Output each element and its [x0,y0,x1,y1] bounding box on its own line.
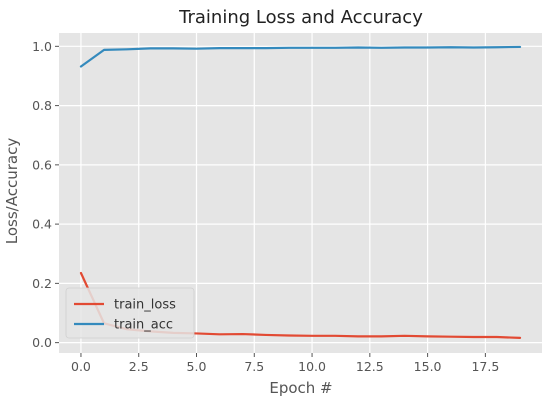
chart-title: Training Loss and Accuracy [178,7,423,28]
y-axis-label: Loss/Accuracy [3,138,21,245]
x-tick-label: 0.0 [71,359,91,374]
x-tick-label: 15.0 [414,359,442,374]
y-tick-label: 0.2 [32,276,52,291]
x-tick-label: 5.0 [187,359,207,374]
x-tick-label: 2.5 [129,359,149,374]
x-tick-label: 10.0 [298,359,326,374]
x-tick-label: 7.5 [244,359,264,374]
y-tick-label: 0.0 [32,335,52,350]
y-tick-label: 0.8 [32,98,52,113]
x-axis-label: Epoch # [269,379,332,397]
x-tick-label: 12.5 [356,359,384,374]
axis-ticks: 0.0 0.2 0.4 0.6 0.8 1.0 0.0 2.5 5.0 7.5 10.0 12.5 15… [32,39,499,374]
legend: train_loss train_acc [65,287,195,339]
legend-label-train-loss: train_loss [114,298,176,313]
legend-label-train-acc: train_acc [114,318,173,333]
grid [59,33,542,353]
y-tick-label: 0.6 [32,157,52,172]
series-line-train-acc [79,45,522,68]
legend-box [65,287,195,339]
y-tick-label: 1.0 [32,39,52,54]
x-tick-label: 17.5 [471,359,499,374]
y-tick-label: 0.4 [32,217,52,232]
